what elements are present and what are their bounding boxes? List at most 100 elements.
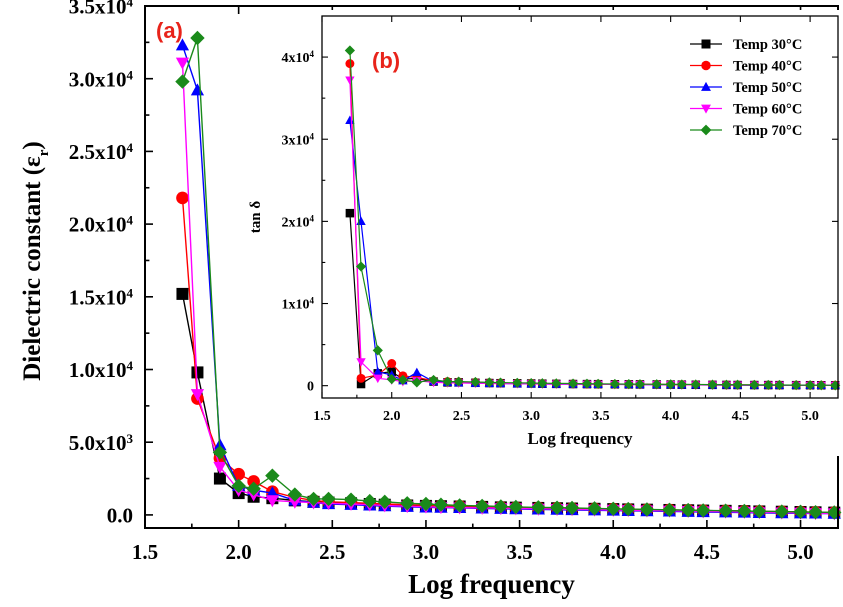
a-data-point bbox=[321, 491, 336, 507]
b-data-point bbox=[791, 380, 802, 391]
b-data-point bbox=[470, 376, 481, 388]
a-y-tick-label-exponent: 4 bbox=[127, 67, 134, 82]
a-data-point bbox=[418, 496, 434, 512]
a-y-tick-label: 1.5x104 bbox=[69, 285, 134, 310]
a-data-point bbox=[362, 493, 377, 509]
a-data-point bbox=[606, 501, 621, 517]
b-data-point bbox=[512, 377, 523, 388]
a-y-tick-label-base: 3.0x10 bbox=[69, 67, 127, 91]
b-data-point bbox=[356, 358, 366, 367]
b-data-point bbox=[651, 379, 662, 390]
a-data-point bbox=[212, 445, 228, 460]
b-data-point bbox=[593, 378, 604, 389]
b-y-tick-label-exponent: 4 bbox=[310, 296, 315, 306]
a-data-point bbox=[190, 30, 205, 46]
b-y-tick-label-base: 0 bbox=[307, 380, 314, 395]
inset-background bbox=[240, 10, 840, 456]
a-data-point bbox=[232, 467, 245, 481]
a-y-tick-label: 2.5x104 bbox=[69, 139, 134, 164]
a-x-tick-label: 1.5 bbox=[132, 540, 158, 564]
a-data-point bbox=[737, 503, 752, 519]
a-data-point bbox=[827, 505, 842, 520]
b-data-point bbox=[411, 377, 422, 388]
b-x-tick-label: 3.0 bbox=[522, 409, 540, 424]
legend-marker bbox=[701, 39, 711, 49]
b-y-tick-label: 1x104 bbox=[282, 296, 315, 313]
a-data-point bbox=[213, 461, 227, 474]
b-data-point bbox=[373, 374, 383, 384]
b-y-tick-label: 2x104 bbox=[282, 213, 315, 230]
a-data-point bbox=[808, 504, 823, 520]
a-data-point bbox=[176, 191, 189, 205]
a-data-point bbox=[452, 498, 467, 513]
a-y-tick-label-base: 1.0x10 bbox=[69, 358, 127, 382]
a-data-point bbox=[621, 501, 636, 517]
b-data-point bbox=[355, 261, 367, 272]
a-data-point bbox=[377, 494, 392, 510]
b-data-point bbox=[816, 380, 827, 391]
a-y-tick-label-exponent: 4 bbox=[127, 285, 134, 300]
b-data-point bbox=[442, 376, 453, 387]
a-data-point bbox=[662, 502, 677, 518]
inset-series-group bbox=[344, 45, 841, 391]
a-data-point bbox=[400, 496, 415, 511]
b-data-point bbox=[676, 379, 687, 390]
b-y-tick-label-exponent: 4 bbox=[310, 131, 315, 141]
inset-axis-ticks: 1.5 2.0 2.5 3.0 3.5 4.0 4.5 5.001x1042x1043x104… bbox=[282, 16, 838, 424]
b-y-tick-label: 3x104 bbox=[282, 131, 315, 148]
b-data-point bbox=[805, 380, 816, 391]
b-data-point bbox=[609, 378, 620, 390]
a-data-point bbox=[680, 502, 696, 518]
a-data-point bbox=[265, 495, 279, 508]
a-data-point bbox=[433, 497, 449, 512]
a-y-tick-label-exponent: 4 bbox=[127, 0, 134, 9]
a-x-tick-label: 2.5 bbox=[319, 540, 345, 564]
a-data-point bbox=[793, 504, 808, 520]
a-data-point bbox=[176, 287, 189, 300]
b-y-tick-label-base: 3x10 bbox=[282, 133, 310, 148]
b-data-point bbox=[484, 377, 495, 388]
a-y-tick-label-base: 1.5x10 bbox=[69, 285, 127, 309]
b-data-point bbox=[453, 376, 464, 387]
b-y-tick-label-base: 1x10 bbox=[282, 298, 310, 313]
b-data-point bbox=[412, 367, 422, 377]
a-x-tick-label: 4.0 bbox=[600, 540, 626, 564]
b-data-point bbox=[428, 374, 439, 386]
b-x-tick-label: 2.0 bbox=[383, 409, 401, 424]
b-data-point bbox=[707, 379, 718, 390]
a-data-point bbox=[639, 502, 655, 517]
b-x-tick-label: 4.5 bbox=[732, 409, 750, 424]
a-y-tick-label: 1.0x104 bbox=[69, 358, 134, 383]
a-x-tick-label: 5.0 bbox=[787, 540, 813, 564]
a-data-point bbox=[306, 491, 321, 507]
b-data-point bbox=[721, 379, 732, 390]
b-x-tick-label: 3.5 bbox=[592, 409, 610, 424]
b-data-point bbox=[567, 378, 579, 389]
b-data-point bbox=[344, 45, 355, 56]
main-x-axis-label: Log frequency bbox=[408, 569, 575, 599]
a-data-point bbox=[231, 478, 246, 494]
b-data-point bbox=[345, 59, 355, 69]
legend-label: Temp 30°C bbox=[733, 37, 802, 53]
a-data-point bbox=[718, 503, 733, 518]
b-y-tick-label-exponent: 4 bbox=[310, 213, 315, 223]
a-data-point bbox=[493, 499, 509, 514]
legend-label: Temp 50°C bbox=[733, 80, 802, 96]
a-y-tick-label-exponent: 4 bbox=[127, 212, 134, 227]
a-data-point bbox=[247, 475, 260, 488]
main-panel-a: 1.5 2.0 2.5 3.0 3.5 4.0 4.5 5.0 0.0 5.0x103 1.0x10… bbox=[19, 0, 842, 599]
b-data-point bbox=[581, 378, 593, 389]
b-data-point bbox=[397, 374, 408, 386]
a-data-point bbox=[508, 499, 524, 515]
b-data-point bbox=[345, 76, 355, 85]
a-data-point bbox=[695, 503, 711, 518]
a-y-tick-label-exponent: 3 bbox=[127, 430, 134, 445]
a-y-tick-label-base: 2.0x10 bbox=[69, 213, 127, 237]
a-y-tick-label-exponent: 4 bbox=[127, 358, 134, 373]
inset-panel-label: (b) bbox=[372, 48, 400, 73]
a-data-point bbox=[265, 486, 279, 499]
a-y-tick-label-base: 0.0 bbox=[107, 503, 133, 527]
inset-panel-b: 1.5 2.0 2.5 3.0 3.5 4.0 4.5 5.001x1042x1043x104… bbox=[240, 10, 841, 456]
a-y-tick-label: 2.0x104 bbox=[69, 212, 134, 237]
